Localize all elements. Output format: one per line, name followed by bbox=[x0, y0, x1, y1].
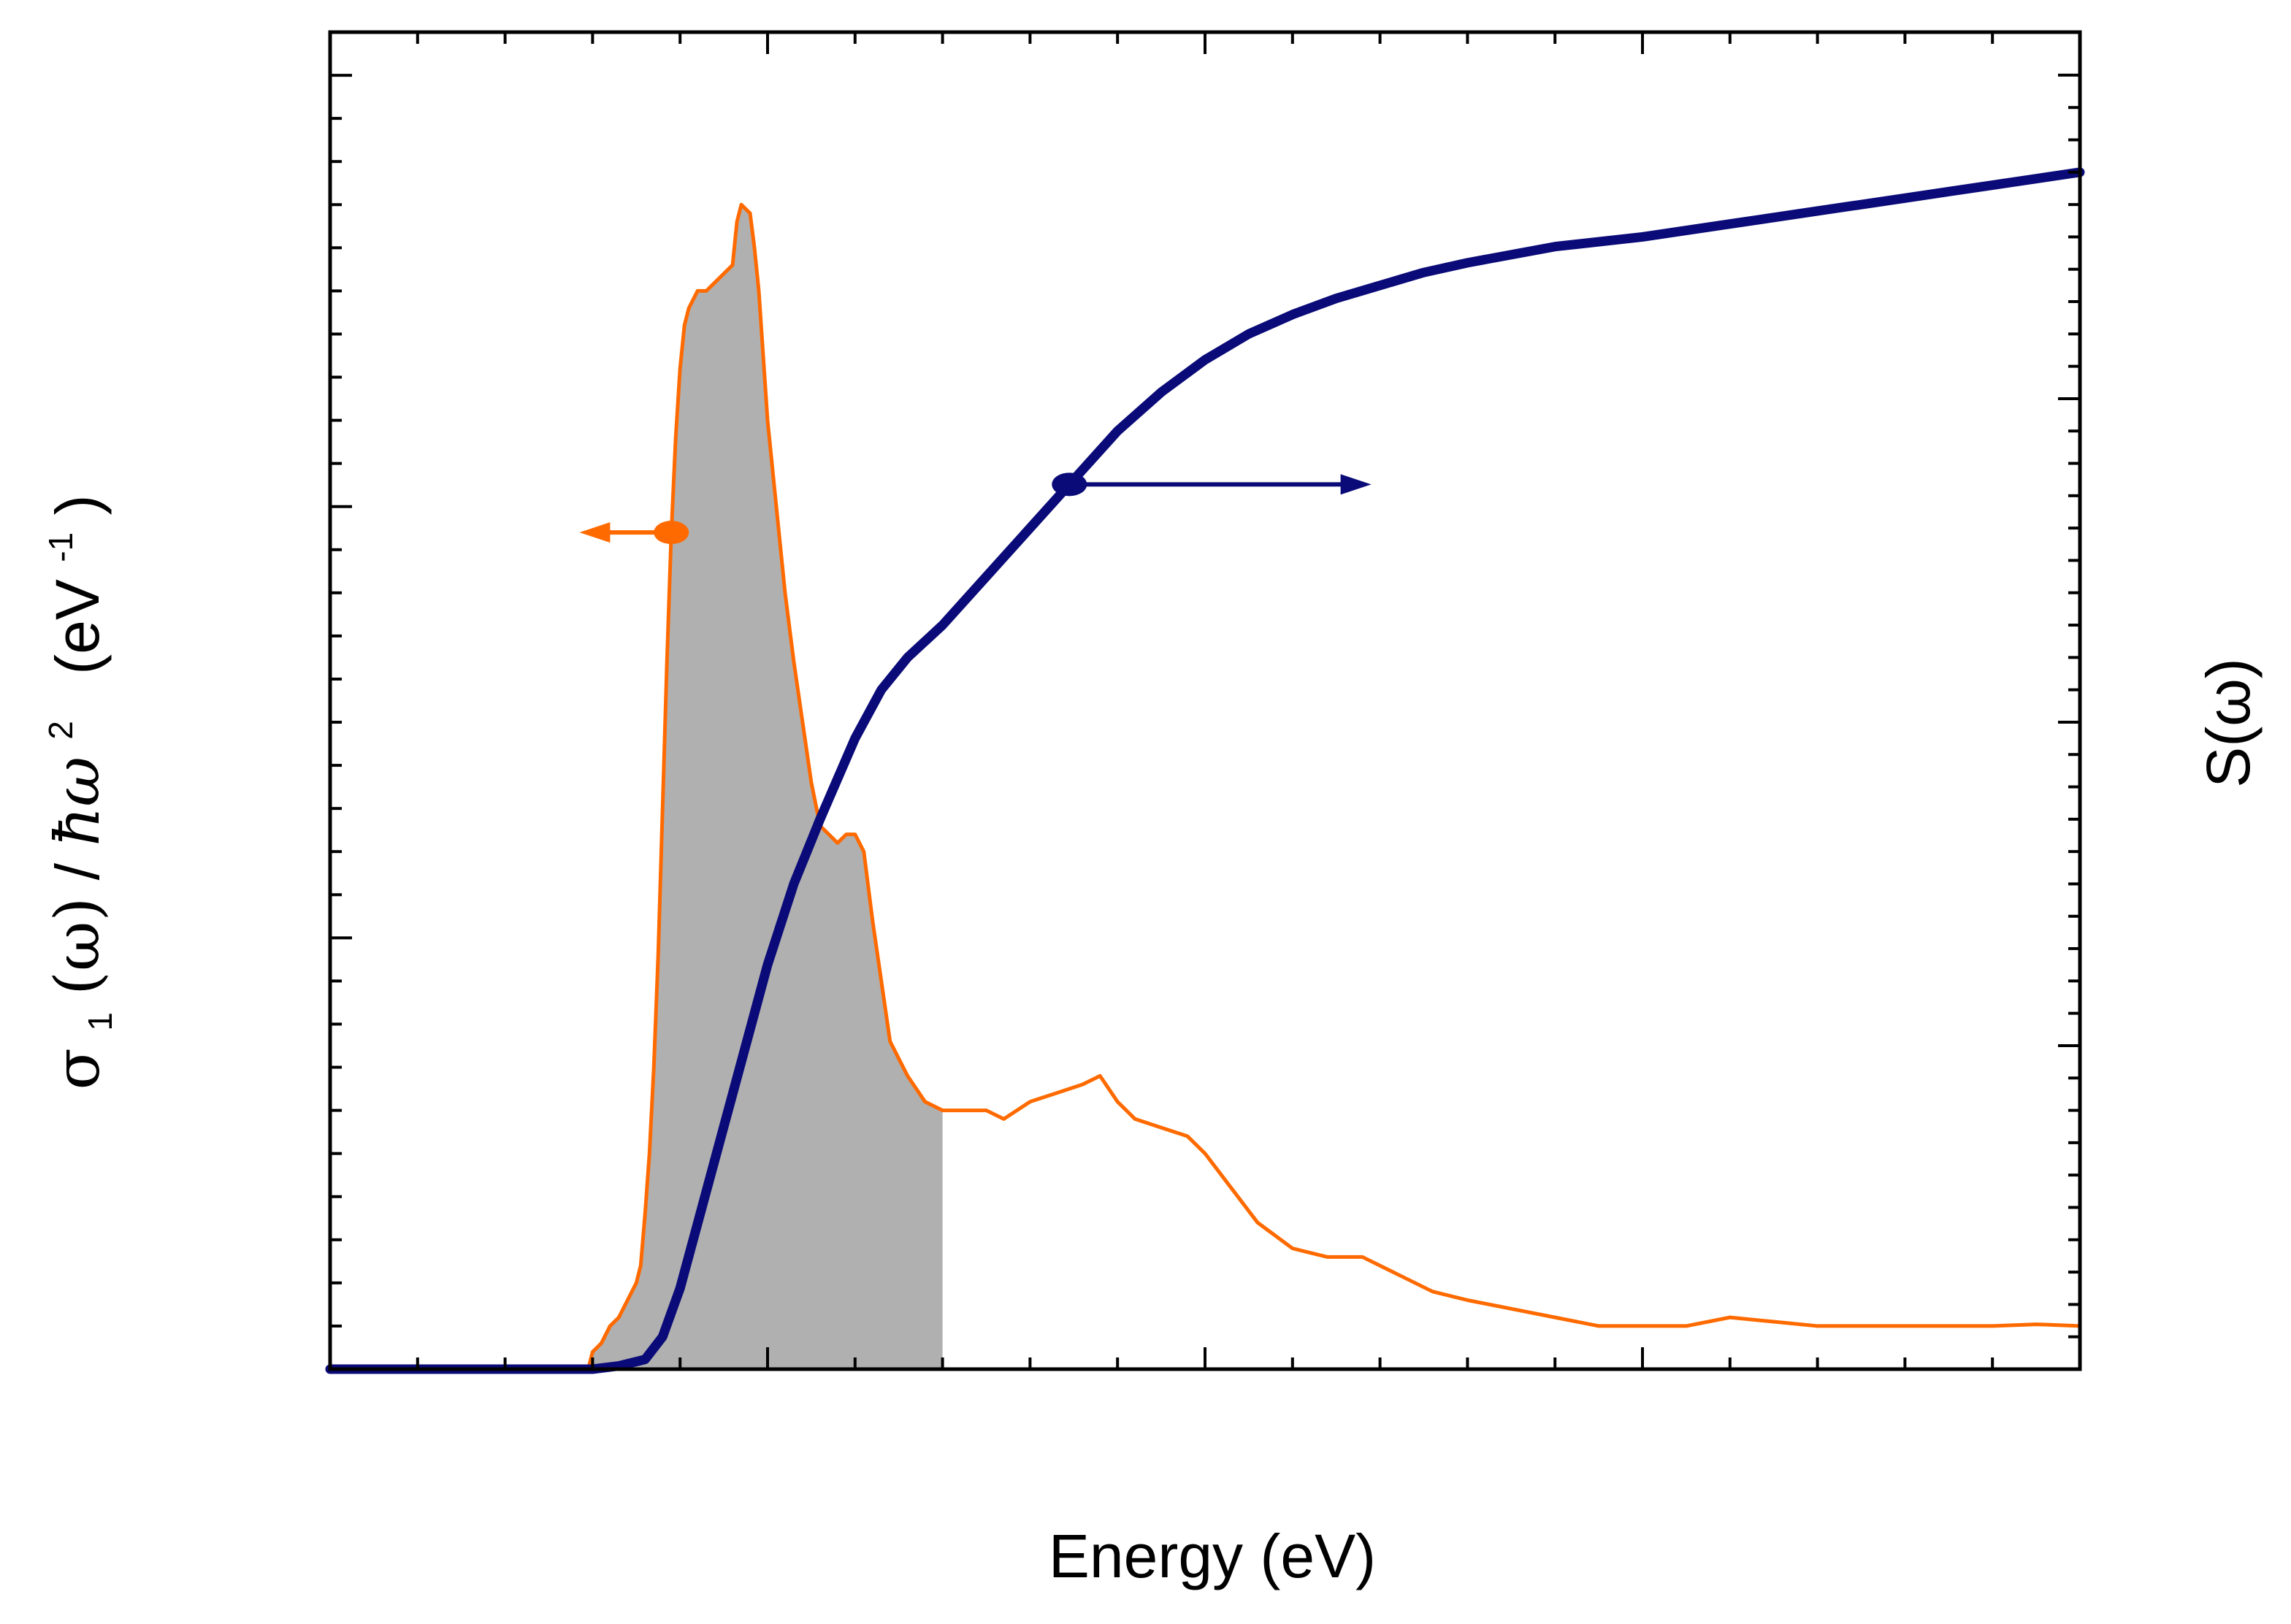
y-right-axis-title: S(ω) bbox=[2194, 658, 2263, 788]
s-omega-series-line bbox=[325, 167, 2085, 1374]
y-left-title-omega: (ω) bbox=[42, 897, 113, 995]
plot-frame bbox=[328, 30, 2082, 1371]
y-left-title-slash: / bbox=[43, 846, 112, 881]
sigma-series-line bbox=[328, 202, 2082, 1371]
y-left-title-hbar: ħω bbox=[42, 757, 113, 846]
annotation-layer bbox=[579, 472, 1372, 545]
axes-layer bbox=[328, 30, 2082, 1371]
axis-arrow-marker-right bbox=[1052, 472, 1087, 497]
shaded-integral-area bbox=[592, 204, 943, 1369]
arrow-right-icon bbox=[1340, 474, 1372, 495]
y-left-title-sup2: 2 bbox=[42, 721, 80, 740]
y-left-title-units-open: (eV bbox=[43, 579, 112, 675]
shaded-area-layer bbox=[592, 204, 943, 1369]
y-left-title-units-sup: -1 bbox=[42, 532, 80, 562]
y-left-title-sigma: σ bbox=[42, 1048, 113, 1089]
y-left-title-units-close: ) bbox=[43, 495, 112, 516]
arrow-left-icon bbox=[579, 522, 611, 543]
series-layer bbox=[325, 167, 2085, 1374]
y-left-axis-title: σ 1 (ω) / ħω 2 (eV -1 ) bbox=[17, 495, 125, 1090]
x-axis-title: Energy (eV) bbox=[1049, 1522, 1376, 1590]
svg-text:σ 1 (ω) /: σ 1 (ω) / ħω 2 (eV -1 ) bbox=[17, 495, 125, 1090]
axis-arrow-marker-left bbox=[654, 521, 689, 545]
y-left-title-sub: 1 bbox=[81, 1012, 119, 1031]
